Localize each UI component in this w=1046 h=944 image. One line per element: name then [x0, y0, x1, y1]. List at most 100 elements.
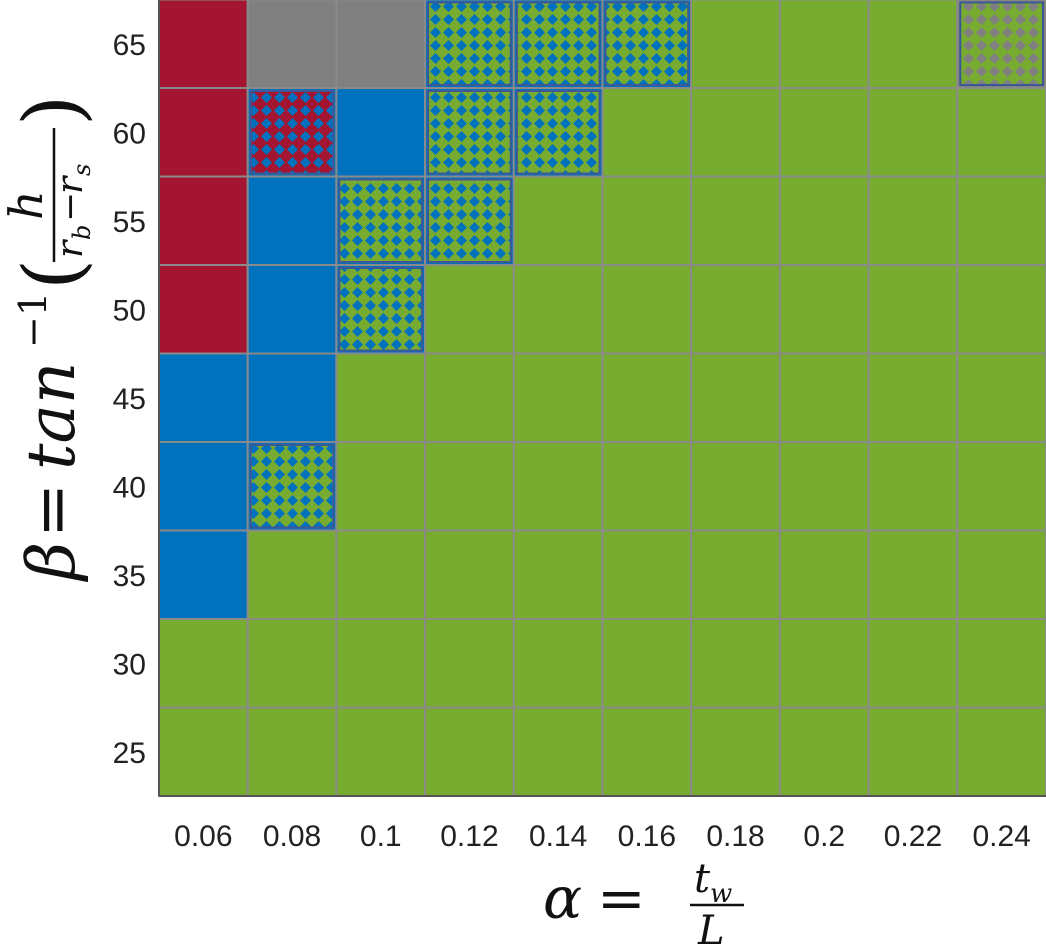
heatmap-cell-pattern	[249, 90, 335, 175]
heatmap-cell-pattern	[338, 178, 424, 263]
heatmap-cell-pattern	[249, 444, 335, 529]
heatmap-cell	[246, 706, 338, 797]
heatmap-cell	[246, 352, 338, 443]
heatmap-cell	[778, 0, 870, 89]
heatmap-cell	[601, 87, 693, 178]
heatmap-cell-pattern	[427, 1, 512, 86]
heatmap-cell	[424, 706, 515, 797]
y-tick-label: 65	[113, 29, 146, 62]
y-tick-label: 45	[113, 383, 146, 416]
x-label-eq: =	[597, 864, 646, 932]
heatmap-cell	[512, 175, 604, 266]
y-tick-label: 30	[113, 648, 146, 681]
x-tick-label: 0.12	[440, 820, 498, 853]
heatmap-cell	[690, 529, 781, 620]
x-label-num-sub: w	[710, 879, 732, 909]
heatmap-cell	[956, 441, 1046, 532]
heatmap-cell	[158, 352, 249, 443]
heatmap-cell	[956, 264, 1046, 355]
y-label-den-b: r	[50, 175, 91, 194]
heatmap-cell	[158, 618, 249, 709]
heatmap-cell	[690, 87, 781, 178]
y-axis-label: β = tan −1 ( h r b − r s )	[0, 95, 99, 583]
heatmap-cell	[778, 352, 870, 443]
y-label-paren-open: (	[6, 259, 99, 290]
heatmap-cell	[424, 618, 515, 709]
heatmap-cell	[512, 352, 604, 443]
heatmap-cell	[690, 441, 781, 532]
heatmap-cell	[601, 352, 693, 443]
heatmap-cell	[867, 175, 959, 266]
x-tick-label: 0.18	[706, 820, 764, 853]
heatmap-cell	[158, 175, 249, 266]
x-label-lhs: α	[543, 864, 582, 932]
heatmap-cell-pattern	[515, 90, 601, 175]
heatmap-cell	[601, 529, 693, 620]
heatmap-cell	[601, 175, 693, 266]
y-tick-label: 50	[113, 294, 146, 327]
heatmap-cell	[601, 264, 693, 355]
heatmap-cell	[512, 706, 604, 797]
y-label-den-b-sub: s	[68, 164, 96, 176]
heatmap-cell	[867, 529, 959, 620]
heatmap-cell	[158, 706, 249, 797]
heatmap-cell-pattern	[515, 1, 601, 86]
x-tick-label: 0.1	[360, 820, 402, 853]
heatmap-cell	[778, 441, 870, 532]
axes	[158, 0, 1046, 797]
heatmap-cell	[424, 352, 515, 443]
heatmap-cell	[246, 618, 338, 709]
heatmap-cell	[867, 352, 959, 443]
heatmap-cell	[246, 0, 338, 89]
heatmap-cell	[956, 352, 1046, 443]
heatmap-cell	[512, 441, 604, 532]
heatmap-cell	[246, 175, 338, 266]
heatmap-cell-pattern	[338, 267, 424, 352]
heatmap-cell	[246, 264, 338, 355]
x-tick-label: 0.08	[263, 820, 321, 853]
heatmap-cell	[512, 529, 604, 620]
heatmap-cell	[690, 352, 781, 443]
x-axis-label: α = t w L	[543, 856, 744, 944]
y-tick-label: 55	[113, 206, 146, 239]
heatmap-cell	[335, 0, 427, 89]
y-tick-label: 60	[113, 117, 146, 150]
heatmap-cell	[778, 618, 870, 709]
heatmap-cell-pattern	[427, 90, 512, 175]
heatmap-cell	[867, 706, 959, 797]
heatmap-cell	[690, 175, 781, 266]
heatmap-cell	[158, 0, 249, 89]
x-label-num: t	[694, 856, 711, 902]
heatmap-cell	[601, 706, 693, 797]
x-tick-label: 0.16	[618, 820, 676, 853]
heatmap-cell	[335, 87, 427, 178]
x-tick-label: 0.2	[803, 820, 845, 853]
tick-labels: 65 60 55 50 45 40 35 30 25 0.06 0.08 0.1 0.12 0.14 0.1…	[113, 29, 1031, 853]
heatmap-cell	[335, 529, 427, 620]
y-label-den-a: r	[50, 239, 91, 258]
heatmap-cell	[956, 175, 1046, 266]
heatmap-cell	[512, 618, 604, 709]
heatmap-cell	[867, 264, 959, 355]
y-label-num: h	[0, 190, 53, 220]
x-label-den: L	[697, 908, 725, 944]
heatmap-cell	[867, 618, 959, 709]
x-tick-label: 0.22	[884, 820, 942, 853]
heatmap-cell	[778, 87, 870, 178]
y-tick-label: 35	[113, 560, 146, 593]
heatmap-cell	[335, 441, 427, 532]
heatmap-cell	[512, 264, 604, 355]
y-label-den-a-sub: b	[68, 225, 96, 240]
heatmap-cells	[158, 0, 1046, 797]
y-tick-label: 40	[113, 471, 146, 504]
heatmap-cell	[956, 87, 1046, 178]
heatmap-cell	[335, 706, 427, 797]
y-label-den-minus: −	[50, 192, 91, 222]
y-label-fn: tan	[13, 362, 90, 470]
heatmap-cell	[867, 441, 959, 532]
heatmap-cell	[246, 529, 338, 620]
heatmap-cell	[335, 618, 427, 709]
y-label-sup: −1	[11, 292, 55, 348]
x-tick-label: 0.24	[972, 820, 1030, 853]
